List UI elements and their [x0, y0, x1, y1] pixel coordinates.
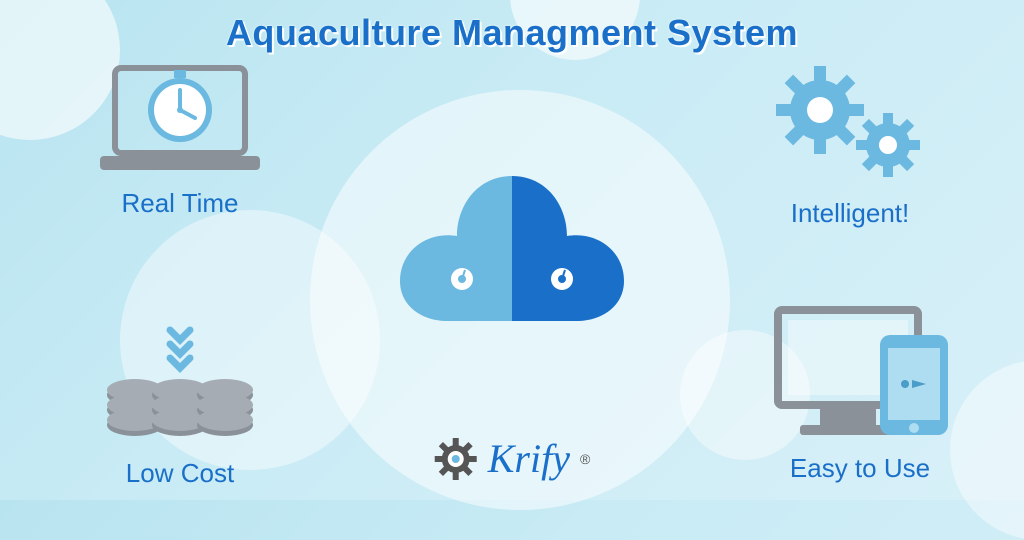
feature-real-time: Real Time: [90, 60, 270, 219]
page-title: Aquaculture Managment System: [0, 12, 1024, 54]
coins-icon: [90, 320, 270, 450]
feature-label: Easy to Use: [760, 453, 960, 484]
devices-icon: [760, 300, 960, 445]
brand-gear-icon: [434, 437, 478, 481]
feature-label: Low Cost: [90, 458, 270, 489]
feature-intelligent: Intelligent!: [760, 60, 940, 229]
gears-icon: [760, 60, 940, 190]
feature-easy-to-use: Easy to Use: [760, 300, 960, 484]
feature-label: Intelligent!: [760, 198, 940, 229]
feature-low-cost: Low Cost: [90, 320, 270, 489]
laptop-clock-icon: [90, 60, 270, 180]
bg-circle: [950, 360, 1024, 540]
feature-label: Real Time: [90, 188, 270, 219]
brand-registered: ®: [580, 452, 590, 466]
brand-name: Krify: [488, 435, 570, 482]
cloud-icon: [382, 151, 642, 331]
brand-logo: Krify ®: [434, 435, 591, 482]
